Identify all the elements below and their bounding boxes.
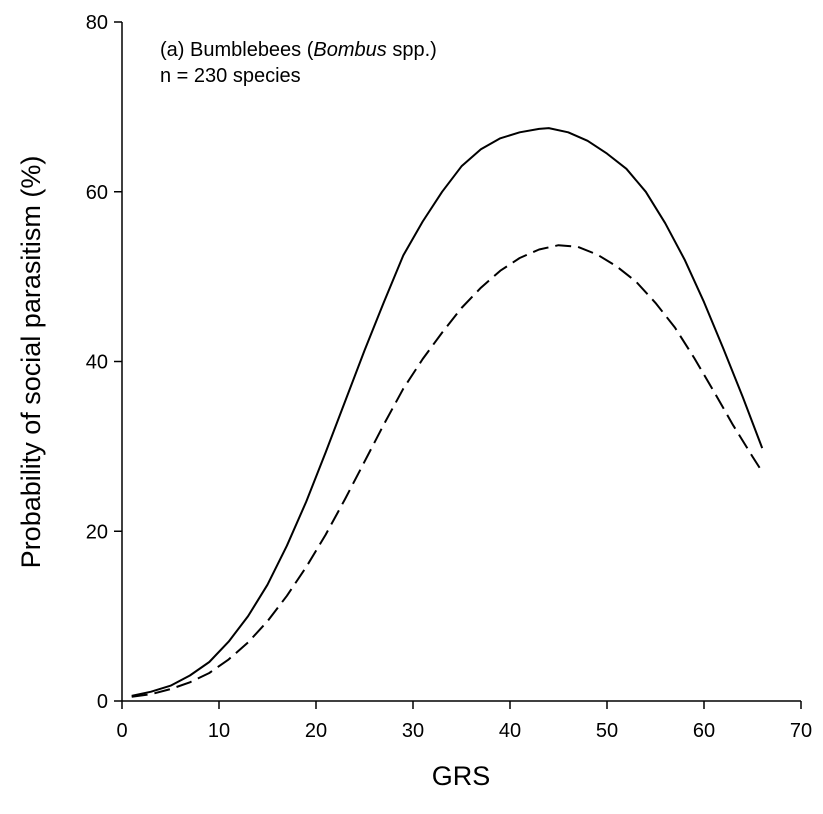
- x-tick-label: 10: [208, 720, 230, 742]
- y-ticks: 0 20 40 60 80: [86, 12, 122, 713]
- y-tick-label: 60: [86, 182, 108, 204]
- y-axis-title: Probability of social parasitism (%): [16, 156, 46, 569]
- x-tick-label: 70: [790, 720, 812, 742]
- x-tick-label: 20: [305, 720, 327, 742]
- x-tick-label: 40: [499, 720, 521, 742]
- y-tick-label: 20: [86, 521, 108, 543]
- y-tick-label: 40: [86, 352, 108, 374]
- x-tick-label: 50: [596, 720, 618, 742]
- annotation-sample-size: n = 230 species: [160, 65, 301, 87]
- x-ticks: 0 10 20 30 40 50 60 70: [116, 701, 812, 742]
- series-line-dashed: [131, 244, 764, 698]
- x-tick-label: 60: [693, 720, 715, 742]
- annotation-title: (a) Bumblebees (Bombus spp.): [160, 39, 437, 61]
- annotation-suffix: spp.): [387, 39, 437, 61]
- series-layer: [131, 127, 764, 698]
- annotation-genus: Bombus: [313, 39, 386, 61]
- y-tick-label: 80: [86, 12, 108, 34]
- x-tick-label: 30: [402, 720, 424, 742]
- x-tick-label: 0: [116, 720, 127, 742]
- series-line-solid: [131, 127, 764, 697]
- axes: [121, 22, 801, 702]
- y-tick-label: 0: [97, 691, 108, 713]
- x-axis-title: GRS: [432, 761, 491, 791]
- annotation-prefix: (a) Bumblebees (: [160, 39, 314, 61]
